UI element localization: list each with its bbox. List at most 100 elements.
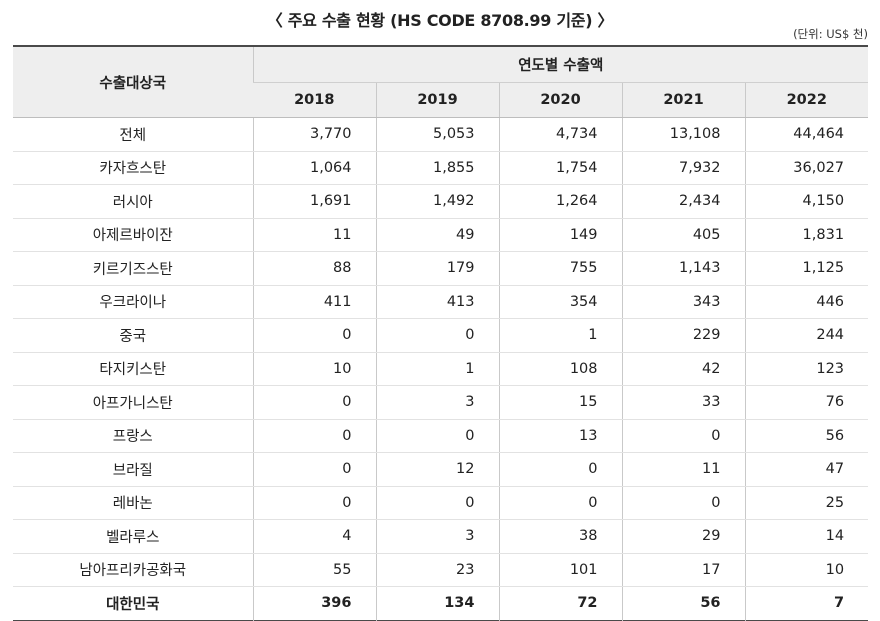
- value-cell: 13,108: [621, 117, 745, 152]
- table-body: 전체 3,770 5,053 4,734 13,108 44,464 카자흐스탄 1,064 1…: [13, 117, 869, 620]
- value-cell: 229: [621, 318, 745, 353]
- value-cell: 4,734: [498, 117, 622, 152]
- value-cell: 14: [744, 519, 869, 554]
- value-cell: 4,150: [744, 184, 869, 219]
- value-cell: 0: [498, 486, 622, 520]
- value-cell: 0: [498, 452, 622, 487]
- table-row: 브라질 0 12 0 11 47: [13, 452, 869, 487]
- country-cell: 남아프리카공화국: [13, 553, 253, 587]
- table-row: 프랑스 0 0 13 0 56: [13, 419, 869, 453]
- value-cell: 1,143: [621, 251, 745, 286]
- value-cell: 0: [252, 452, 376, 487]
- value-cell: 33: [621, 385, 745, 420]
- year-header: 2019: [375, 82, 499, 118]
- table-row: 대한민국 396 134 72 56 7: [13, 586, 869, 620]
- unit-note: (단위: US$ 천): [793, 27, 868, 41]
- value-cell: 1,754: [498, 151, 622, 185]
- country-cell: 키르기즈스탄: [13, 251, 253, 286]
- year-header: 2018: [253, 82, 376, 118]
- value-cell: 11: [252, 218, 376, 252]
- value-cell: 0: [621, 419, 745, 453]
- page-title: 〈 주요 수출 현황 (HS CODE 8708.99 기준) 〉: [266, 11, 614, 30]
- value-cell: 0: [375, 419, 499, 453]
- value-cell: 1,125: [744, 251, 869, 286]
- value-cell: 11: [621, 452, 745, 487]
- value-cell: 0: [252, 318, 376, 353]
- value-cell: 0: [375, 486, 499, 520]
- value-cell: 29: [621, 519, 745, 554]
- value-cell: 25: [744, 486, 869, 520]
- value-cell: 56: [621, 586, 745, 620]
- country-cell: 타지키스탄: [13, 352, 253, 386]
- table-row: 레바논 0 0 0 0 25: [13, 486, 869, 520]
- table-row: 우크라이나 411 413 354 343 446: [13, 285, 869, 319]
- year-header: 2020: [498, 82, 622, 118]
- country-cell: 러시아: [13, 184, 253, 219]
- country-cell: 벨라루스: [13, 519, 253, 554]
- value-cell: 36,027: [744, 151, 869, 185]
- value-cell: 0: [252, 385, 376, 420]
- value-cell: 13: [498, 419, 622, 453]
- value-cell: 5,053: [375, 117, 499, 152]
- country-cell: 브라질: [13, 452, 253, 487]
- table-row: 남아프리카공화국 55 23 101 17 10: [13, 553, 869, 587]
- value-cell: 7: [744, 586, 869, 620]
- value-cell: 755: [498, 251, 622, 286]
- country-cell: 카자흐스탄: [13, 151, 253, 185]
- value-cell: 1,064: [252, 151, 376, 185]
- value-cell: 3: [375, 385, 499, 420]
- value-cell: 149: [498, 218, 622, 252]
- value-cell: 47: [744, 452, 869, 487]
- value-cell: 55: [252, 553, 376, 587]
- value-cell: 17: [621, 553, 745, 587]
- value-cell: 1,492: [375, 184, 499, 219]
- country-cell: 프랑스: [13, 419, 253, 453]
- value-cell: 1: [375, 352, 499, 386]
- value-cell: 23: [375, 553, 499, 587]
- country-column-header: 수출대상국: [13, 46, 253, 118]
- value-cell: 38: [498, 519, 622, 554]
- export-table: 수출대상국 연도별 수출액 2018 2019 2020 2021 2022 전…: [13, 45, 869, 621]
- value-cell: 44,464: [744, 117, 869, 152]
- value-cell: 3: [375, 519, 499, 554]
- country-cell: 아제르바이잔: [13, 218, 253, 252]
- value-cell: 134: [375, 586, 499, 620]
- value-cell: 405: [621, 218, 745, 252]
- value-cell: 0: [375, 318, 499, 353]
- table-row: 아제르바이잔 11 49 149 405 1,831: [13, 218, 869, 252]
- value-cell: 101: [498, 553, 622, 587]
- value-cell: 10: [252, 352, 376, 386]
- country-cell: 전체: [13, 117, 253, 152]
- value-cell: 0: [621, 486, 745, 520]
- value-cell: 49: [375, 218, 499, 252]
- value-cell: 1,831: [744, 218, 869, 252]
- value-cell: 1,855: [375, 151, 499, 185]
- value-cell: 56: [744, 419, 869, 453]
- value-cell: 72: [498, 586, 622, 620]
- country-cell: 레바논: [13, 486, 253, 520]
- value-cell: 15: [498, 385, 622, 420]
- value-cell: 0: [252, 486, 376, 520]
- value-cell: 244: [744, 318, 869, 353]
- value-cell: 343: [621, 285, 745, 319]
- value-cell: 76: [744, 385, 869, 420]
- value-cell: 88: [252, 251, 376, 286]
- value-cell: 0: [252, 419, 376, 453]
- value-cell: 446: [744, 285, 869, 319]
- value-cell: 413: [375, 285, 499, 319]
- value-cell: 396: [252, 586, 376, 620]
- country-cell: 중국: [13, 318, 253, 353]
- yearly-export-header: 연도별 수출액: [252, 46, 869, 83]
- value-cell: 411: [252, 285, 376, 319]
- table-row: 아프가니스탄 0 3 15 33 76: [13, 385, 869, 420]
- value-cell: 42: [621, 352, 745, 386]
- value-cell: 123: [744, 352, 869, 386]
- table-row: 키르기즈스탄 88 179 755 1,143 1,125: [13, 251, 869, 286]
- value-cell: 7,932: [621, 151, 745, 185]
- value-cell: 4: [252, 519, 376, 554]
- table-row: 중국 0 0 1 229 244: [13, 318, 869, 353]
- value-cell: 10: [744, 553, 869, 587]
- country-cell: 아프가니스탄: [13, 385, 253, 420]
- value-cell: 3,770: [252, 117, 376, 152]
- value-cell: 12: [375, 452, 499, 487]
